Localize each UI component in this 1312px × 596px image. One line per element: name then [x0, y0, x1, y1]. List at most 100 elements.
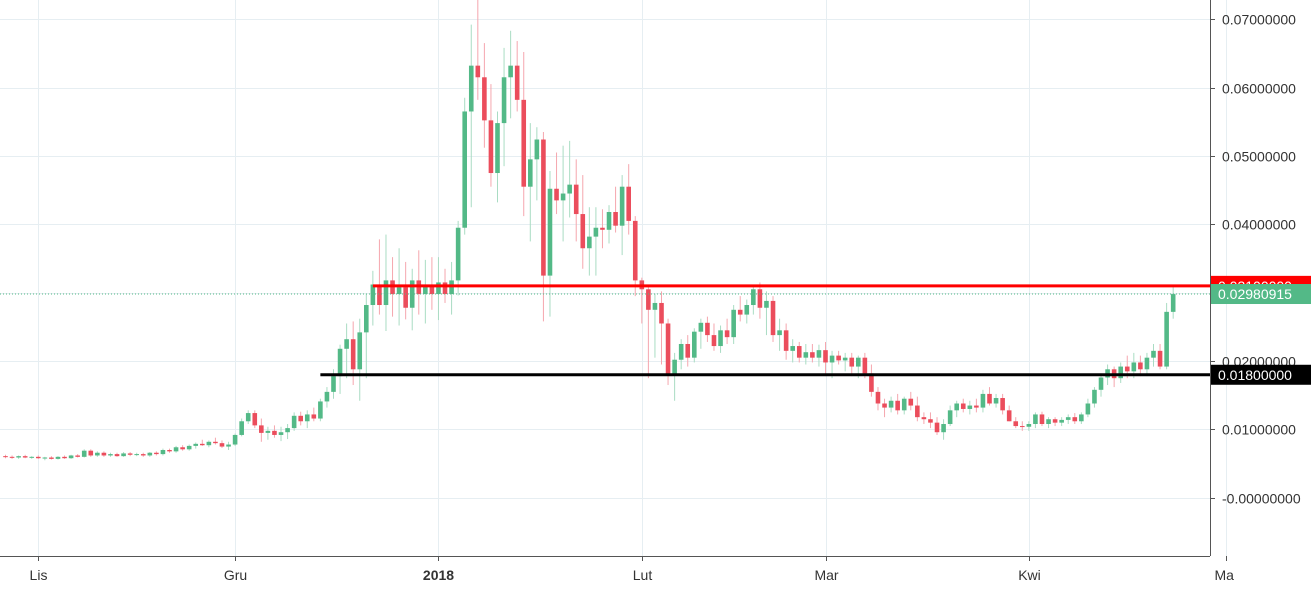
- candle-body: [901, 398, 907, 411]
- candle-body: [678, 343, 684, 360]
- candle-body: [646, 289, 651, 310]
- candle-body: [1157, 350, 1163, 367]
- candle-body: [974, 405, 979, 408]
- candle-body: [36, 456, 41, 459]
- candle-body: [869, 373, 874, 392]
- candle-body: [573, 184, 579, 215]
- candle-body: [114, 454, 120, 457]
- candle-body: [757, 289, 763, 308]
- candle-body: [1170, 294, 1176, 312]
- candle-body: [665, 323, 671, 375]
- candle-body: [344, 339, 349, 349]
- candle-body: [350, 339, 356, 370]
- candle-body: [921, 417, 927, 420]
- candle-body: [403, 287, 408, 308]
- candle-body: [1144, 357, 1150, 370]
- candle-body: [626, 186, 631, 221]
- candle-body: [967, 405, 973, 409]
- candle-body: [1046, 419, 1051, 425]
- candle-body: [1092, 389, 1097, 404]
- candle-body: [613, 212, 618, 226]
- candle-body: [1059, 419, 1064, 423]
- candle-body: [160, 449, 166, 455]
- candle-body: [488, 120, 494, 174]
- candle-body: [364, 305, 369, 333]
- candle-body: [147, 452, 153, 456]
- candle-body: [659, 302, 664, 324]
- candle-body: [245, 413, 251, 422]
- candle-body: [383, 280, 389, 306]
- last-price-tag: 0.02980915: [1211, 284, 1311, 305]
- candle-body: [849, 357, 855, 367]
- last-price-tag-bg: [1211, 284, 1311, 305]
- candle-body: [81, 450, 87, 457]
- candle-body: [108, 454, 113, 456]
- candle-body: [304, 414, 310, 422]
- x-tick-label: Ma: [1215, 567, 1235, 583]
- candle-body: [685, 343, 691, 358]
- candle-body: [842, 357, 848, 361]
- candle-body: [810, 352, 815, 358]
- candle-body: [1013, 421, 1019, 427]
- candle-body: [751, 289, 756, 306]
- y-tick-label: -0.00000000: [1222, 491, 1301, 507]
- candle-body: [357, 332, 363, 370]
- candle-body: [206, 441, 212, 446]
- candle-body: [127, 453, 133, 455]
- candle-body: [462, 111, 467, 228]
- candle-body: [232, 434, 238, 445]
- x-tick-label: Kwi: [1018, 567, 1041, 583]
- candle-body: [1026, 424, 1032, 427]
- candle-body: [167, 449, 172, 452]
- candle-body: [508, 65, 513, 78]
- candle-body: [16, 456, 21, 458]
- candle-body: [606, 212, 612, 230]
- candle-body: [777, 330, 782, 336]
- candle-body: [718, 330, 723, 347]
- candle-body: [265, 430, 271, 433]
- candle-body: [692, 331, 697, 358]
- y-tick-label: 0.01000000: [1222, 422, 1296, 438]
- candle-body: [173, 447, 179, 452]
- candle-body: [554, 188, 559, 201]
- candle-body: [442, 282, 448, 295]
- candle-body: [429, 285, 435, 295]
- candle-body: [1006, 410, 1012, 422]
- candle-body: [259, 425, 264, 433]
- candle-body: [770, 300, 776, 336]
- candle-body: [3, 456, 8, 458]
- candle-body: [180, 447, 185, 450]
- candle-body: [796, 346, 802, 358]
- candle-body: [711, 335, 717, 347]
- candle-body: [298, 415, 303, 422]
- candle-body: [980, 393, 986, 408]
- candle-body: [62, 456, 67, 459]
- candle-body: [213, 441, 218, 444]
- candle-body: [528, 159, 533, 187]
- candle-body: [587, 236, 592, 249]
- candle-body: [337, 348, 343, 377]
- candle-body: [200, 443, 205, 446]
- candle-body: [737, 309, 743, 315]
- candle-body: [475, 65, 481, 78]
- candle-body: [632, 220, 638, 281]
- y-tick-label: 0.05000000: [1222, 149, 1296, 165]
- candle-body: [1118, 366, 1123, 379]
- x-tick-label: Lut: [633, 567, 653, 583]
- candle-body: [88, 450, 94, 456]
- candle-body: [501, 77, 507, 124]
- candle-body: [593, 227, 599, 237]
- candle-body: [495, 123, 500, 174]
- candle-body: [731, 309, 736, 338]
- candle-body: [823, 350, 828, 363]
- candle-body: [541, 139, 546, 276]
- x-tick-label: Gru: [224, 567, 247, 583]
- candle-body: [101, 452, 107, 456]
- candle-body: [1052, 419, 1058, 423]
- horizontal-levels: [0, 284, 1210, 377]
- candle-body: [95, 452, 100, 456]
- candle-body: [226, 444, 231, 447]
- candle-body: [698, 322, 704, 332]
